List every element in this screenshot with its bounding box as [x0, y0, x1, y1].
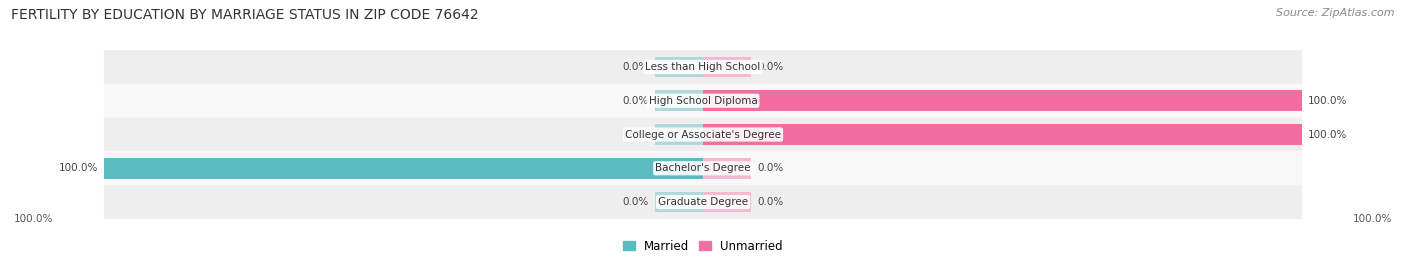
- Text: Bachelor's Degree: Bachelor's Degree: [655, 163, 751, 173]
- Text: 0.0%: 0.0%: [756, 197, 783, 207]
- Text: 100.0%: 100.0%: [1353, 214, 1392, 224]
- Text: 0.0%: 0.0%: [756, 62, 783, 72]
- Legend: Married, Unmarried: Married, Unmarried: [623, 240, 783, 253]
- FancyBboxPatch shape: [104, 84, 1302, 118]
- Text: 100.0%: 100.0%: [59, 163, 98, 173]
- Text: Less than High School: Less than High School: [645, 62, 761, 72]
- Text: 100.0%: 100.0%: [1308, 129, 1347, 140]
- Text: 100.0%: 100.0%: [14, 214, 53, 224]
- Bar: [703, 90, 1302, 111]
- FancyBboxPatch shape: [104, 118, 1302, 151]
- Text: 0.0%: 0.0%: [623, 197, 650, 207]
- Text: 0.0%: 0.0%: [623, 62, 650, 72]
- Text: 0.0%: 0.0%: [756, 163, 783, 173]
- Text: 100.0%: 100.0%: [1308, 96, 1347, 106]
- Text: 0.0%: 0.0%: [623, 96, 650, 106]
- Bar: [655, 192, 703, 213]
- Bar: [703, 56, 751, 77]
- Text: 0.0%: 0.0%: [623, 129, 650, 140]
- Bar: [655, 56, 703, 77]
- Text: FERTILITY BY EDUCATION BY MARRIAGE STATUS IN ZIP CODE 76642: FERTILITY BY EDUCATION BY MARRIAGE STATU…: [11, 8, 479, 22]
- Bar: [655, 124, 703, 145]
- FancyBboxPatch shape: [104, 151, 1302, 185]
- Text: Source: ZipAtlas.com: Source: ZipAtlas.com: [1277, 8, 1395, 18]
- Bar: [703, 124, 1302, 145]
- Text: High School Diploma: High School Diploma: [648, 96, 758, 106]
- Text: Graduate Degree: Graduate Degree: [658, 197, 748, 207]
- Text: College or Associate's Degree: College or Associate's Degree: [626, 129, 780, 140]
- Bar: [655, 90, 703, 111]
- Bar: [104, 158, 703, 179]
- Bar: [703, 192, 751, 213]
- FancyBboxPatch shape: [104, 50, 1302, 84]
- FancyBboxPatch shape: [104, 185, 1302, 219]
- Bar: [703, 158, 751, 179]
